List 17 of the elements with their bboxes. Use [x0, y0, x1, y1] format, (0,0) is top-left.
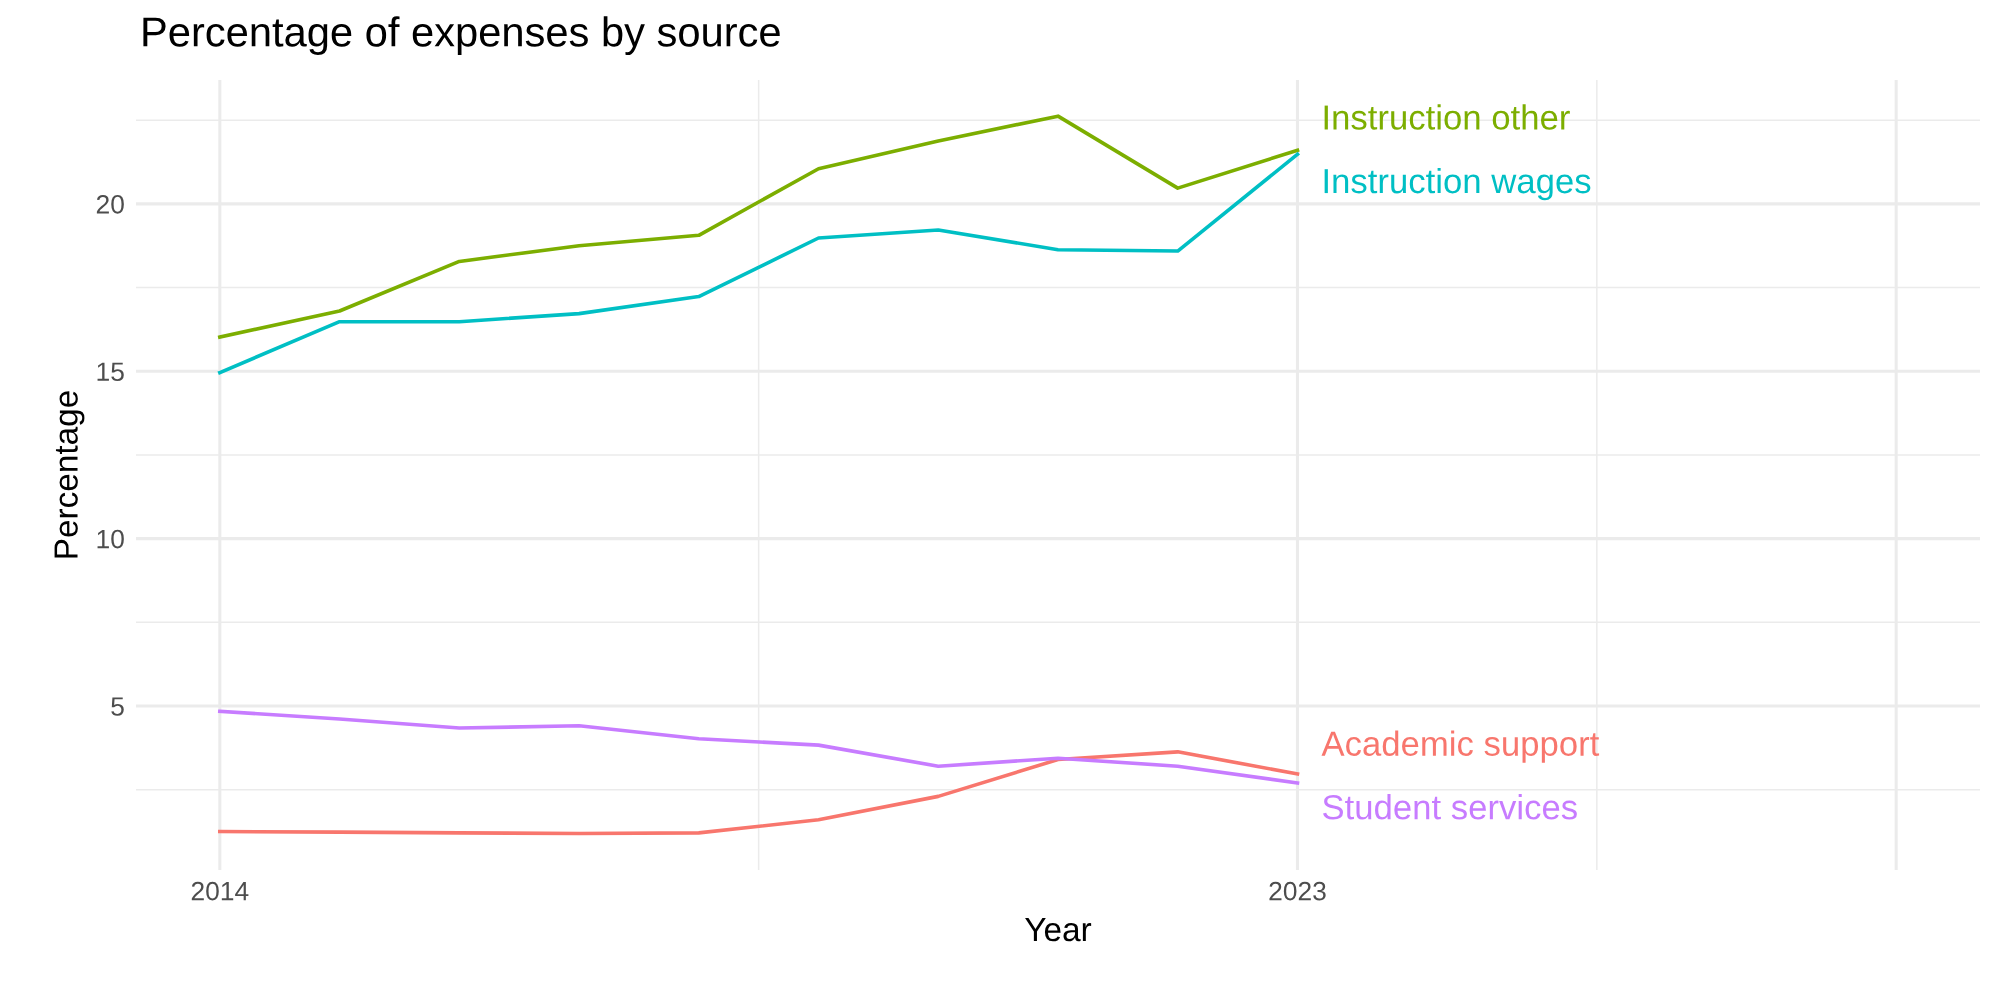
series-label: Academic support — [1321, 730, 1600, 763]
line-series — [218, 114, 1300, 339]
chart-title: Percentage of expenses by source — [143, 16, 780, 55]
line-series — [218, 709, 1300, 785]
y-axis-title: Percentage — [54, 391, 85, 558]
x-tick-label: 2023 — [1269, 881, 1326, 901]
y-tick-label: 10 — [97, 529, 124, 549]
series-label: Student services — [1323, 794, 1577, 820]
y-tick-label: 15 — [97, 362, 124, 382]
series-label: Instruction wages — [1324, 167, 1591, 201]
series-label: Instruction other — [1324, 104, 1570, 130]
y-tick-label: 20 — [96, 194, 124, 214]
y-tick-label: 5 — [111, 697, 124, 716]
line-series — [218, 152, 1300, 375]
x-axis-title: Year — [1025, 918, 1092, 942]
line-series — [218, 750, 1300, 836]
x-tick-label: 2014 — [191, 881, 249, 901]
